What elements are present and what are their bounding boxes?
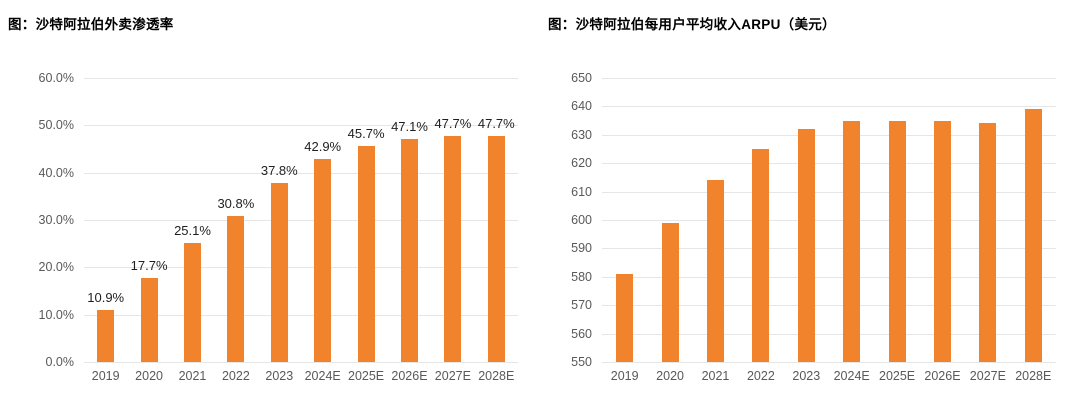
gridline [84, 314, 518, 316]
x-axis-tick-label: 2020 [135, 369, 163, 383]
bar [797, 129, 815, 362]
x-axis-tick-label: 2028E [478, 369, 515, 383]
x-axis-tick-label: 2021 [701, 369, 730, 383]
y-axis-tick-label: 0.0% [45, 355, 75, 369]
x-axis-tick-label: 2020 [656, 369, 684, 383]
x-axis-tick-label: 2024E [833, 369, 870, 383]
x-axis-tick-label: 2025E [879, 369, 916, 383]
bar-value-label: 17.7% [130, 258, 168, 274]
x-axis-tick-label: 2023 [792, 369, 821, 383]
y-axis-tick-label: 620 [571, 156, 592, 171]
y-axis-tick-label: 560 [571, 326, 592, 341]
x-axis-tick-label: 2027E [969, 369, 1006, 383]
bar [979, 123, 997, 362]
gridline [602, 106, 1056, 108]
bar [1024, 109, 1042, 362]
y-axis-tick-label: 20.0% [38, 260, 74, 275]
gridline [602, 191, 1056, 193]
x-axis-tick-label: 2024E [304, 369, 341, 383]
gridline [602, 333, 1056, 335]
bar [444, 136, 462, 362]
bar-value-label: 47.1% [391, 119, 428, 135]
gridline [602, 362, 1056, 363]
bar [140, 278, 158, 362]
gridline [84, 125, 518, 127]
x-axis-tick-label: 2026E [924, 369, 961, 383]
bar [934, 120, 951, 362]
x-axis-tick-label: 2023 [265, 369, 294, 383]
bar-value-label: 30.8% [217, 196, 255, 212]
x-axis-tick-label: 2026E [391, 369, 428, 383]
y-axis-tick-label: 580 [571, 269, 592, 284]
bar-value-label: 42.9% [304, 138, 342, 154]
x-axis-tick-label: 2028E [1015, 369, 1052, 383]
gridline [602, 220, 1056, 221]
x-axis-tick-label: 2025E [348, 369, 385, 383]
bar [661, 222, 679, 362]
gridline [602, 78, 1056, 79]
x-axis-tick-label: 2019 [610, 369, 639, 383]
bar [843, 120, 861, 362]
y-axis-tick-label: 590 [571, 241, 592, 256]
y-axis-tick-label: 610 [571, 184, 592, 199]
penetration-chart-panel: 图：沙特阿拉伯外卖渗透率 0.0% 10.0% 20.0% 30.0% 40.0% 50.… [8, 17, 518, 383]
bar [357, 145, 375, 362]
gridline [84, 267, 518, 269]
bar [616, 273, 634, 362]
bar-value-label: 10.9% [87, 290, 125, 306]
arpu-chart-panel: 图：沙特阿拉伯每用户平均收入ARPU（美元） 550 560 570 580 590 60… [540, 0, 1080, 407]
x-axis-tick-label: 2021 [178, 369, 207, 383]
bar-value-label: 47.7% [434, 116, 472, 132]
y-axis-tick-label: 630 [571, 127, 592, 142]
bar [752, 149, 770, 362]
gridline [602, 134, 1056, 136]
bar [97, 310, 115, 362]
bar [270, 183, 288, 362]
gridline [84, 362, 518, 363]
y-axis-tick-label: 650 [571, 71, 592, 85]
y-axis-tick-label: 30.0% [38, 213, 74, 227]
gridline [602, 305, 1056, 307]
bar [401, 139, 418, 362]
bar-value-label: 25.1% [174, 223, 211, 239]
penetration-chart-title: 图：沙特阿拉伯外卖渗透率 [8, 17, 174, 32]
y-axis-tick-label: 60.0% [38, 71, 74, 85]
bar [487, 136, 505, 362]
bar [707, 180, 724, 362]
x-axis-tick-label: 2022 [221, 369, 250, 383]
y-axis-tick-label: 550 [571, 355, 592, 369]
x-axis-tick-label: 2019 [91, 369, 120, 383]
bar-value-label: 47.7% [477, 116, 515, 132]
y-axis-tick-label: 40.0% [38, 165, 74, 180]
y-axis-tick-label: 570 [571, 298, 592, 313]
gridline [602, 276, 1056, 278]
bar [184, 243, 201, 362]
gridline [84, 172, 518, 174]
bar [888, 120, 906, 362]
x-axis-tick-label: 2027E [434, 369, 471, 383]
gridline [602, 248, 1056, 250]
arpu-chart-title: 图：沙特阿拉伯每用户平均收入ARPU（美元） [548, 17, 836, 32]
bar-value-label: 45.7% [347, 125, 385, 141]
bar [227, 216, 245, 362]
gridline [602, 163, 1056, 165]
y-axis-tick-label: 640 [571, 99, 592, 114]
gridline [84, 220, 518, 221]
bar [314, 158, 332, 362]
x-axis-tick-label: 2022 [746, 369, 775, 383]
bar-value-label: 37.8% [260, 163, 298, 179]
gridline [84, 78, 518, 79]
y-axis-tick-label: 50.0% [38, 118, 74, 133]
y-axis-tick-label: 600 [571, 213, 592, 227]
y-axis-tick-label: 10.0% [38, 307, 74, 322]
